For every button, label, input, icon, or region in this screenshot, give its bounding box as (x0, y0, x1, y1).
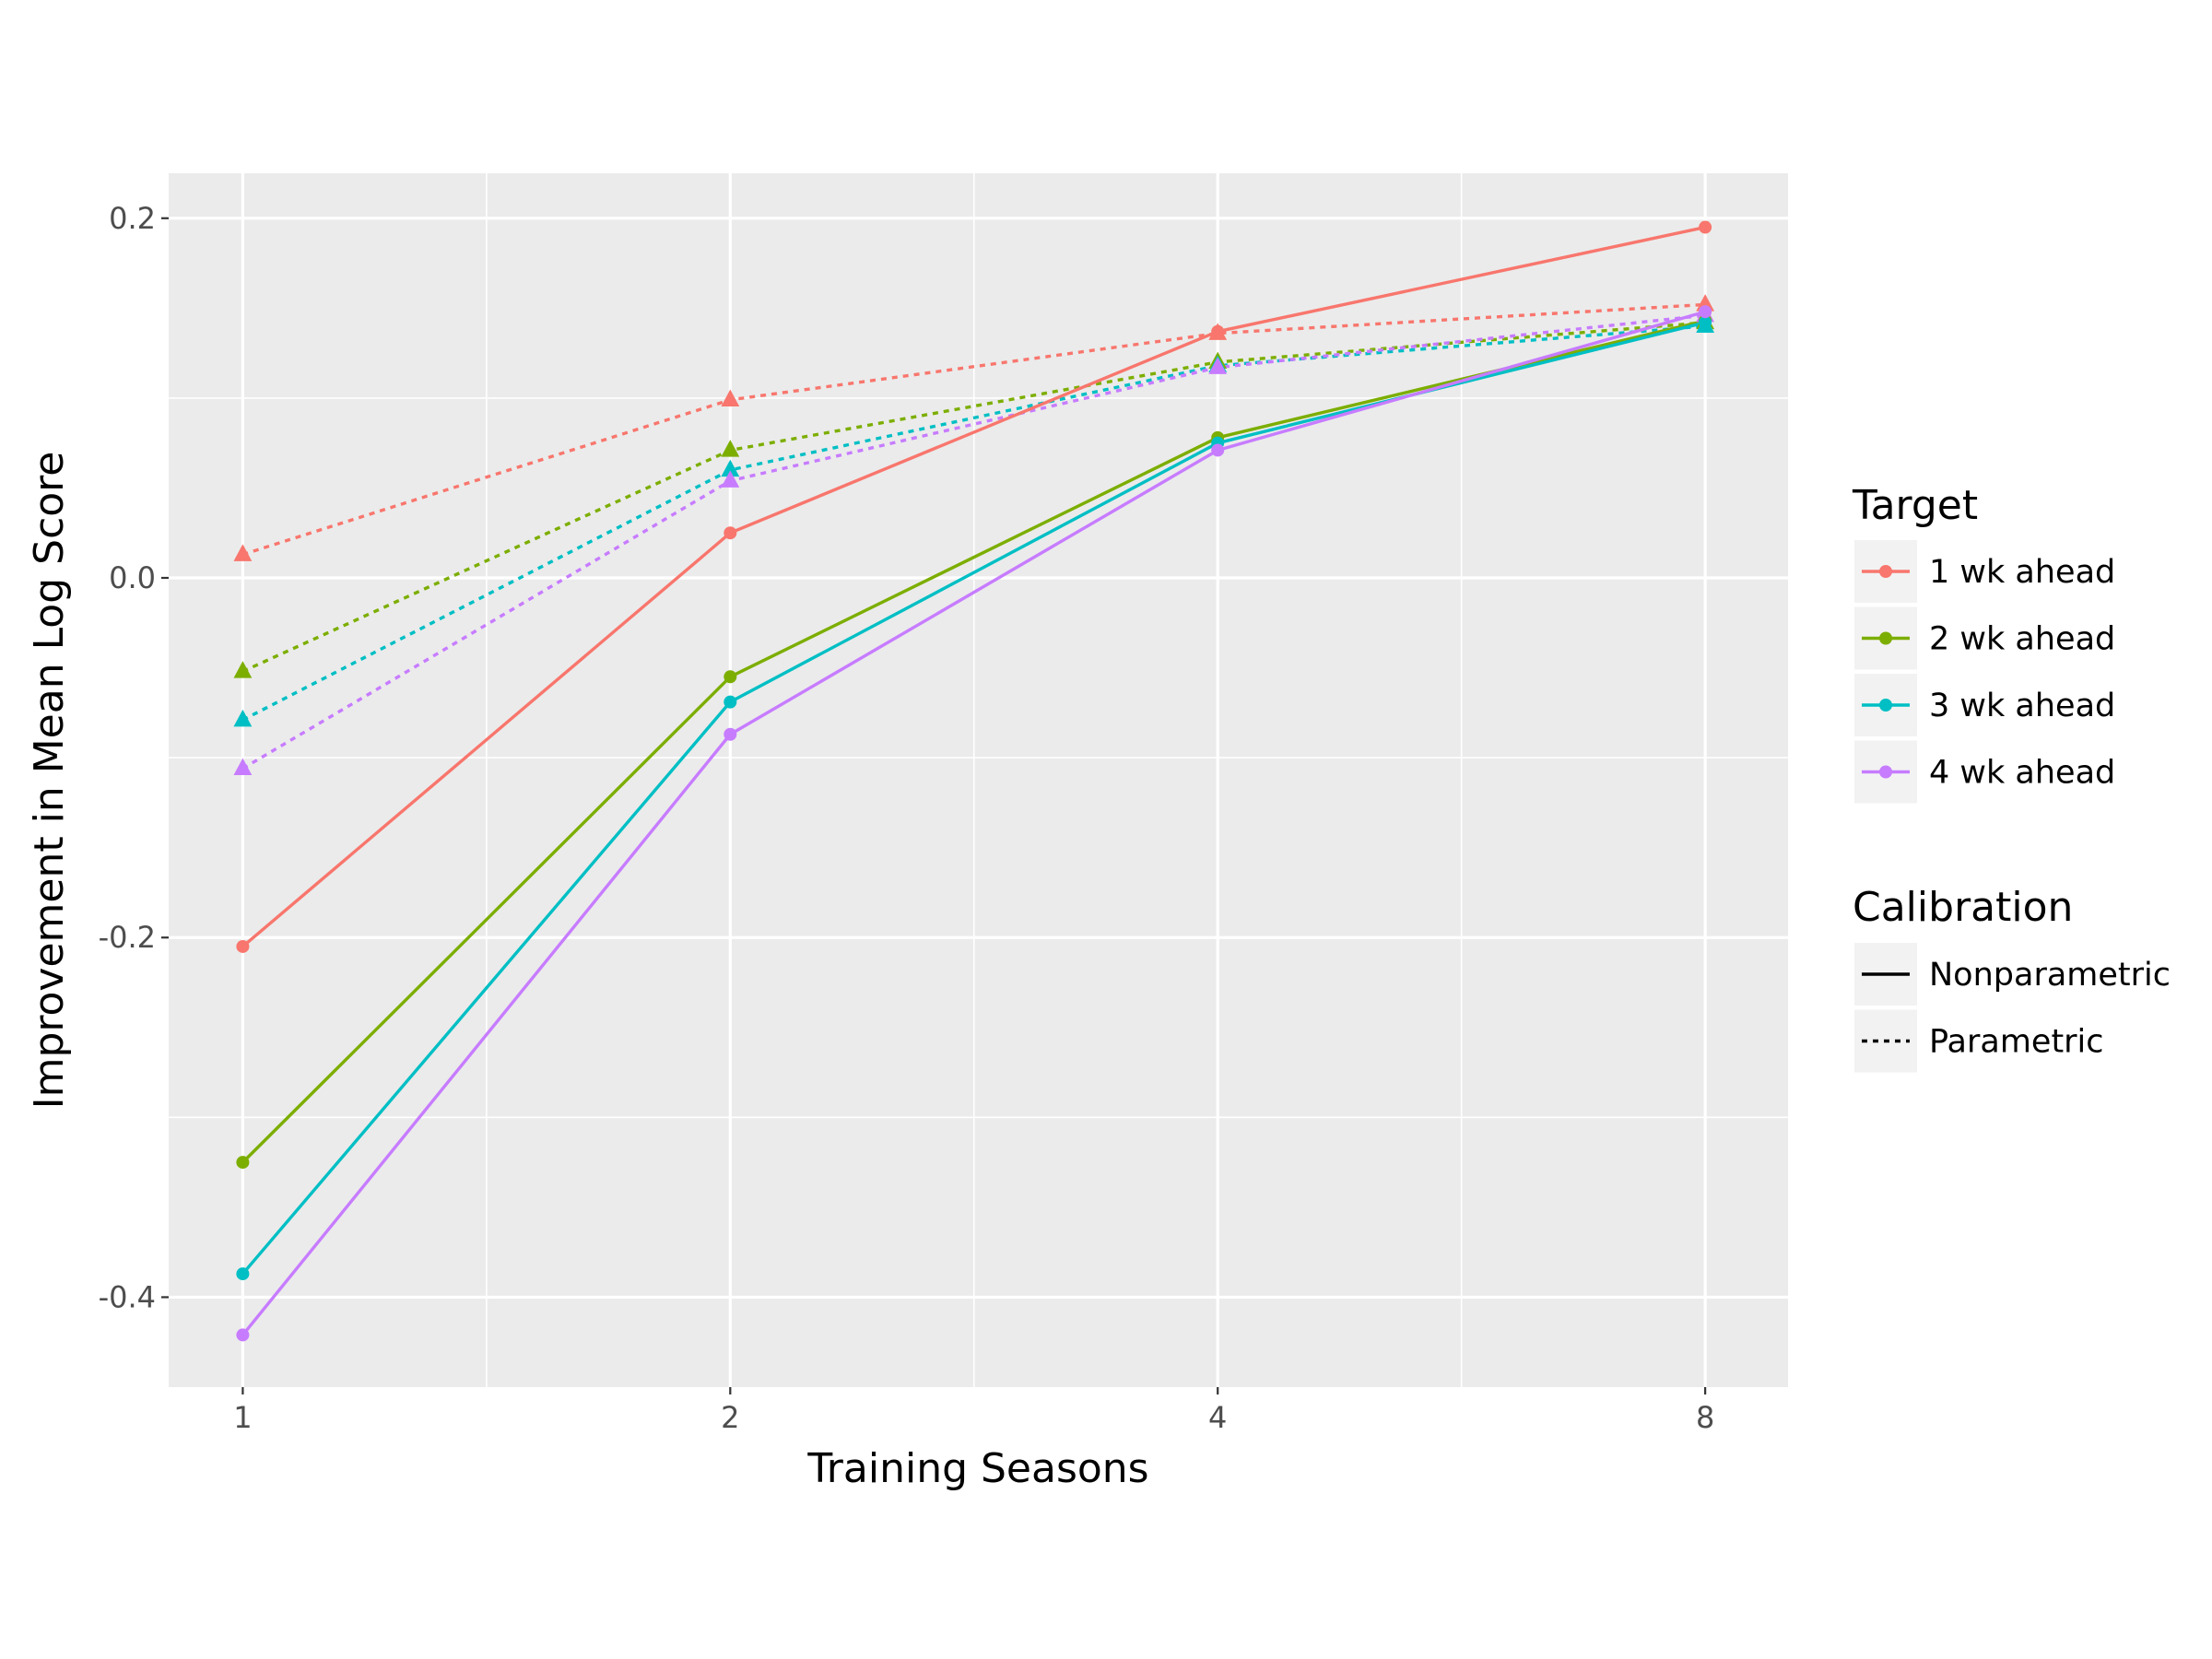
legend-target-title: Target (1852, 482, 1978, 529)
axis-ticks (161, 217, 1707, 1394)
y-tick-label: -0.4 (99, 1279, 156, 1314)
data-point-2-wk-ahead-nonparametric (724, 670, 737, 684)
data-point-3-wk-ahead-nonparametric (724, 695, 737, 709)
series-points (233, 220, 1715, 1342)
data-point-1-wk-ahead-parametric (233, 544, 253, 561)
data-point-4-wk-ahead-nonparametric (724, 727, 737, 741)
legend-key-marker (1879, 699, 1892, 712)
y-tick-label: 0.0 (109, 560, 156, 595)
data-point-3-wk-ahead-parametric (721, 459, 740, 477)
series-lines (241, 225, 1706, 1336)
x-tick-labels: 1 2 4 8 (233, 1400, 1714, 1435)
data-point-4-wk-ahead-nonparametric (236, 1328, 250, 1342)
series-line-4-wk-ahead-nonparametric (241, 310, 1706, 1336)
data-point-4-wk-ahead-parametric (1208, 357, 1228, 374)
data-point-4-wk-ahead-parametric (233, 758, 253, 775)
x-tick-label: 4 (1208, 1400, 1227, 1435)
y-axis-title: Improvement in Mean Log Score (26, 452, 73, 1110)
data-point-4-wk-ahead-parametric (721, 470, 740, 488)
data-point-2-wk-ahead-parametric (721, 440, 740, 457)
series-line-2-wk-ahead-parametric (241, 321, 1706, 674)
data-point-1-wk-ahead-nonparametric (236, 939, 250, 953)
series-line-3-wk-ahead-parametric (241, 324, 1706, 722)
data-point-1-wk-ahead-nonparametric (724, 526, 737, 540)
x-axis-title: Training Seasons (806, 1445, 1148, 1492)
legend-target: Target 1 wk ahead 2 wk ahead 3 wk ahead 4 wk… (1852, 482, 2115, 804)
plot-panel (169, 173, 1788, 1387)
legend-calibration-title: Calibration (1853, 884, 2073, 931)
legend-label-target: 4 wk ahead (1929, 755, 2115, 792)
legend-label-target: 3 wk ahead (1929, 688, 2115, 724)
x-tick-label: 8 (1696, 1400, 1714, 1435)
series-line-1-wk-ahead-parametric (241, 302, 1706, 557)
data-point-1-wk-ahead-parametric (721, 389, 740, 407)
data-point-3-wk-ahead-nonparametric (236, 1267, 250, 1281)
data-point-1-wk-ahead-parametric (1696, 294, 1715, 312)
series-line-3-wk-ahead-nonparametric (241, 321, 1706, 1276)
x-tick-label: 2 (721, 1400, 739, 1435)
legend-label-target: 1 wk ahead (1929, 554, 2115, 591)
legend-key-marker (1879, 565, 1892, 578)
data-point-4-wk-ahead-nonparametric (1211, 443, 1225, 457)
x-tick-label: 1 (233, 1400, 252, 1435)
series-line-1-wk-ahead-nonparametric (241, 225, 1706, 948)
legend-label-calibration: Parametric (1929, 1024, 2104, 1061)
y-tick-labels: 0.2 0.0 -0.2 -0.4 (99, 201, 156, 1315)
legend-label-target: 2 wk ahead (1929, 621, 2115, 658)
legend-label-calibration: Nonparametric (1929, 957, 2171, 994)
data-point-2-wk-ahead-parametric (233, 661, 253, 678)
data-point-3-wk-ahead-parametric (233, 709, 253, 727)
data-point-3-wk-ahead-nonparametric (1699, 315, 1712, 329)
y-tick-label: 0.2 (109, 201, 156, 236)
legend-key-marker (1879, 631, 1892, 645)
data-point-4-wk-ahead-nonparametric (1699, 305, 1712, 319)
legend-key-marker (1879, 765, 1892, 779)
data-point-1-wk-ahead-nonparametric (1211, 324, 1225, 338)
legend-calibration: Calibration Nonparametric Parametric (1853, 884, 2171, 1073)
y-tick-label: -0.2 (99, 920, 156, 955)
minor-gridlines (169, 173, 1788, 1387)
major-gridlines (169, 173, 1788, 1387)
series-line-2-wk-ahead-nonparametric (241, 319, 1706, 1164)
data-point-1-wk-ahead-nonparametric (1699, 220, 1712, 234)
data-point-2-wk-ahead-nonparametric (236, 1156, 250, 1170)
